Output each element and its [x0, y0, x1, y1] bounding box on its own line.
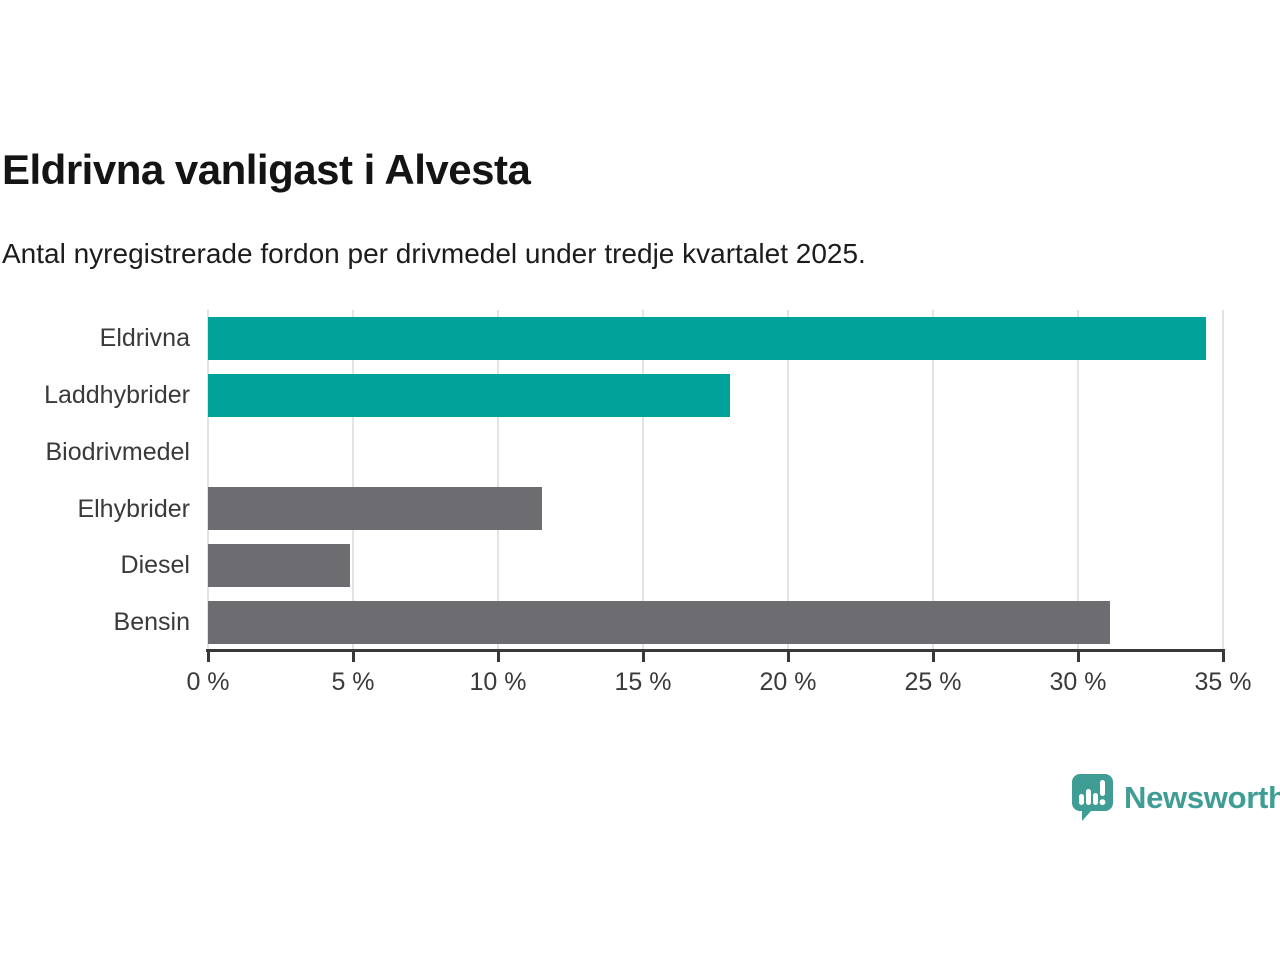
- gridline: [642, 310, 644, 651]
- y-axis-labels: Eldrivna Laddhybrider Biodrivmedel Elhybrid…: [0, 310, 190, 651]
- x-tick-label: 20 %: [759, 668, 817, 696]
- category-label-eldrivna: Eldrivna: [99, 324, 190, 352]
- axis-tick: [1221, 649, 1225, 662]
- x-tick-label: 0 %: [186, 668, 230, 696]
- axis-tick: [641, 649, 645, 662]
- axis-tick: [351, 649, 355, 662]
- category-label-elhybrider: Elhybrider: [77, 494, 190, 523]
- bar-eldrivna: [208, 316, 1206, 360]
- bar-diesel: [208, 544, 351, 588]
- gridline: [1222, 310, 1224, 651]
- axis-tick: [496, 649, 500, 662]
- category-label-biodrivmedel: Biodrivmedel: [45, 437, 190, 466]
- axis-tick: [931, 649, 935, 662]
- gridline: [207, 310, 209, 651]
- gridline: [1077, 310, 1079, 651]
- newsworthy-logo: Newsworthy: [1072, 774, 1280, 821]
- gridline: [787, 310, 789, 651]
- bar-bensin: [208, 601, 1110, 645]
- plot-area: [207, 310, 1224, 651]
- bar-elhybrider: [208, 487, 542, 531]
- x-tick-label: 15 %: [614, 668, 672, 696]
- bar-laddhybrider: [208, 373, 730, 417]
- gridline: [497, 310, 499, 651]
- axis-tick: [1076, 649, 1080, 662]
- axis-tick: [206, 649, 210, 662]
- gridline: [932, 310, 934, 651]
- x-tick-label: 35 %: [1194, 668, 1252, 696]
- newsworthy-logo-text: Newsworthy: [1124, 779, 1280, 815]
- bar-chart-speech-bubble-icon: [1072, 774, 1113, 821]
- x-tick-label: 10 %: [469, 668, 527, 696]
- x-axis-tick-labels: 0 % 5 % 10 % 15 % 20 % 25 % 30 % 35 %: [186, 668, 1251, 698]
- axis-tick: [786, 649, 790, 662]
- x-tick-label: 25 %: [904, 668, 962, 696]
- chart-subtitle: Antal nyregistrerade fordon per drivmede…: [2, 238, 866, 269]
- x-axis: [206, 649, 1225, 663]
- category-label-bensin: Bensin: [113, 608, 190, 637]
- x-tick-label: 30 %: [1049, 668, 1107, 696]
- x-tick-label: 5 %: [331, 668, 375, 696]
- chart-title: Eldrivna vanligast i Alvesta: [2, 146, 531, 193]
- gridline: [352, 310, 354, 651]
- category-label-diesel: Diesel: [120, 551, 190, 580]
- x-axis-line: [206, 649, 1225, 652]
- category-label-laddhybrider: Laddhybrider: [44, 380, 190, 409]
